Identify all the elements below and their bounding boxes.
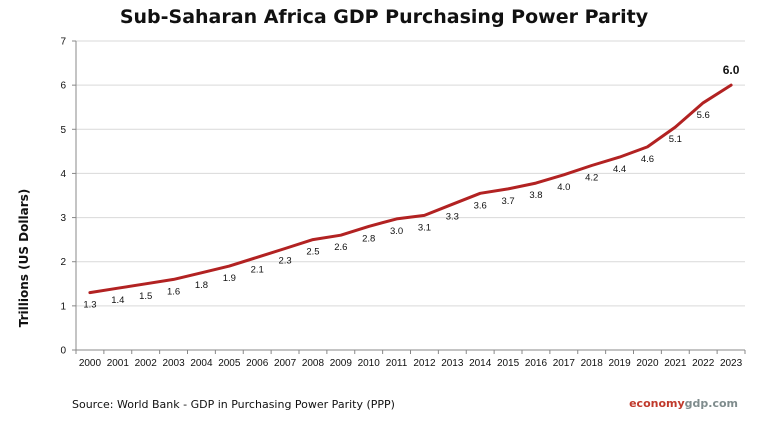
data-label: 4.0 — [557, 182, 570, 193]
x-tick-label: 2017 — [553, 358, 576, 369]
x-tick-label: 2023 — [720, 358, 743, 369]
x-tick-label: 2008 — [302, 358, 325, 369]
x-tick-label: 2004 — [190, 358, 213, 369]
y-tick-label: 1 — [60, 301, 66, 312]
data-label: 3.6 — [474, 200, 487, 211]
data-label: 2.1 — [251, 264, 264, 275]
x-tick-label: 2015 — [497, 358, 520, 369]
brand-part-economy: economy — [629, 397, 685, 410]
y-tick-label: 3 — [60, 213, 66, 224]
data-label: 4.6 — [641, 154, 654, 165]
data-label: 3.3 — [446, 211, 459, 222]
data-label: 3.8 — [529, 190, 542, 201]
data-label: 1.6 — [167, 286, 180, 297]
data-label: 1.3 — [83, 300, 96, 311]
x-tick-label: 2021 — [664, 358, 687, 369]
chart-title: Sub-Saharan Africa GDP Purchasing Power … — [119, 6, 649, 28]
x-tick-label: 2012 — [413, 358, 436, 369]
x-tick-label: 2019 — [608, 358, 631, 369]
data-label: 2.6 — [334, 242, 347, 253]
source-note: Source: World Bank - GDP in Purchasing P… — [72, 398, 395, 411]
x-tick-label: 2005 — [218, 358, 241, 369]
x-tick-label: 2009 — [330, 358, 353, 369]
brand-part-com: .com — [708, 397, 738, 410]
data-label: 1.9 — [223, 273, 236, 284]
x-tick-label: 2002 — [135, 358, 158, 369]
y-tick-label: 5 — [60, 125, 66, 136]
x-tick-label: 2022 — [692, 358, 715, 369]
x-tick-label: 2001 — [107, 358, 130, 369]
data-label: 4.2 — [585, 172, 598, 183]
data-label: 4.4 — [613, 164, 626, 175]
data-label: 2.3 — [278, 255, 291, 266]
y-tick-label: 7 — [60, 37, 66, 48]
brand-part-gdp: gdp — [684, 397, 709, 410]
x-tick-label: 2016 — [525, 358, 548, 369]
data-label: 6.0 — [723, 63, 740, 77]
x-tick-label: 2018 — [581, 358, 604, 369]
data-label: 5.1 — [669, 134, 682, 145]
x-tick-label: 2010 — [358, 358, 381, 369]
data-label: 1.4 — [111, 295, 124, 306]
data-label: 1.5 — [139, 291, 152, 302]
brand-logo: economygdp.com — [629, 397, 738, 410]
x-tick-label: 2020 — [636, 358, 659, 369]
data-label: 3.7 — [501, 196, 514, 207]
data-label: 3.1 — [418, 222, 431, 233]
series-line — [88, 83, 733, 295]
y-tick-label: 4 — [60, 169, 66, 180]
x-tick-label: 2013 — [441, 358, 464, 369]
data-label: 5.6 — [697, 110, 710, 121]
data-label: 1.8 — [195, 280, 208, 291]
data-label: 2.8 — [362, 233, 375, 244]
data-label: 3.0 — [390, 226, 403, 237]
y-tick-label: 6 — [60, 81, 66, 92]
x-tick-label: 2000 — [79, 358, 102, 369]
x-tick-label: 2014 — [469, 358, 492, 369]
y-tick-label: 2 — [60, 257, 66, 268]
x-tick-label: 2003 — [162, 358, 185, 369]
data-label: 2.5 — [306, 247, 319, 258]
x-tick-label: 2006 — [246, 358, 269, 369]
x-tick-label: 2011 — [386, 358, 408, 369]
y-tick-label: 0 — [60, 346, 66, 357]
x-tick-label: 2007 — [274, 358, 297, 369]
